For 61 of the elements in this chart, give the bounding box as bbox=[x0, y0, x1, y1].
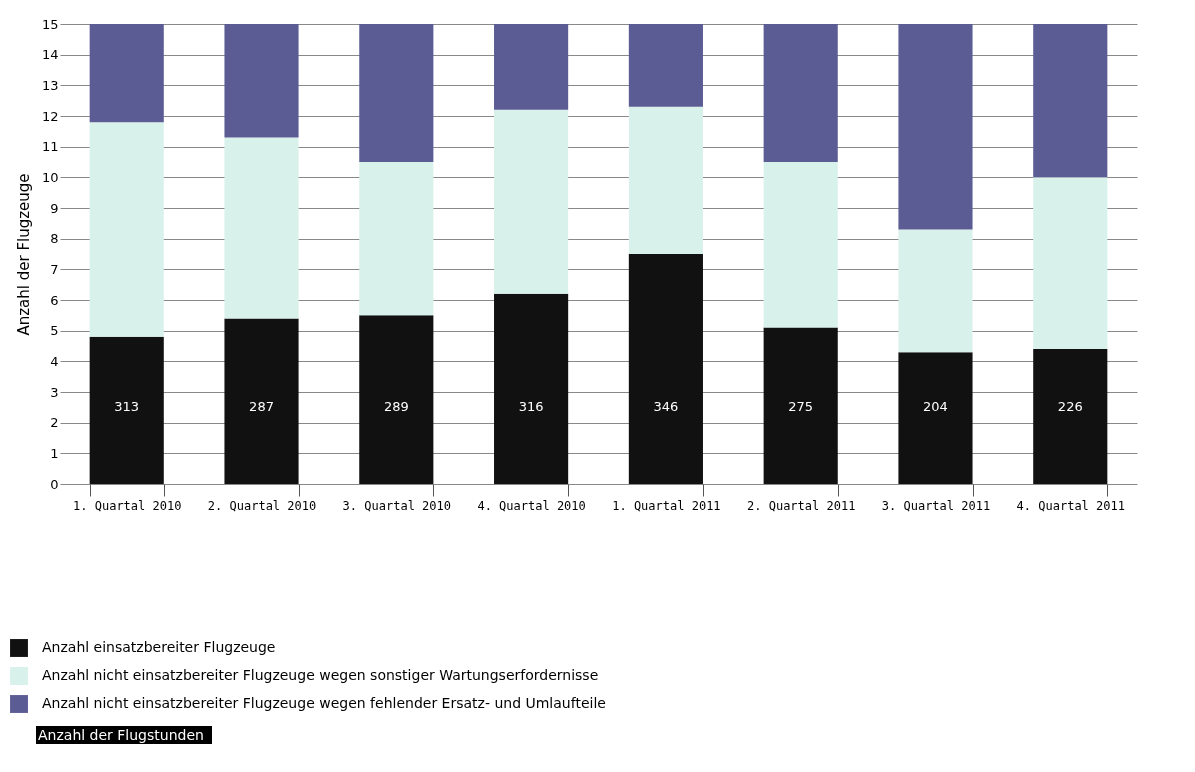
bar bbox=[89, 24, 164, 123]
y-tick-label: 8 bbox=[50, 231, 59, 247]
bar bbox=[1033, 24, 1108, 178]
y-tick-label: 4 bbox=[50, 353, 59, 369]
bar bbox=[359, 162, 434, 316]
bar bbox=[628, 24, 703, 107]
y-tick-label: 15 bbox=[41, 16, 59, 32]
annotation: 287 bbox=[249, 399, 274, 414]
annotation: 275 bbox=[788, 399, 814, 414]
y-tick-label: 12 bbox=[41, 108, 59, 124]
annotation: 226 bbox=[1057, 399, 1083, 414]
bar bbox=[898, 352, 973, 484]
bar bbox=[359, 315, 434, 484]
bar bbox=[763, 24, 838, 162]
y-tick-label: 7 bbox=[50, 261, 59, 277]
bar bbox=[763, 327, 838, 484]
bar bbox=[1033, 349, 1108, 484]
bar bbox=[89, 122, 164, 337]
bar bbox=[359, 24, 434, 162]
y-tick-label: 9 bbox=[50, 200, 59, 216]
bar bbox=[628, 254, 703, 484]
y-tick-label: 2 bbox=[50, 415, 59, 431]
x-tick-label: 3. Quartal 2011 bbox=[881, 498, 991, 513]
x-tick-label: 4. Quartal 2010 bbox=[477, 498, 586, 513]
bar bbox=[628, 106, 703, 254]
bar bbox=[494, 293, 569, 484]
y-tick-label: 11 bbox=[41, 139, 59, 155]
bar bbox=[224, 318, 299, 484]
bar bbox=[1033, 177, 1108, 350]
x-tick-label: 4. Quartal 2011 bbox=[1016, 498, 1125, 513]
annotation: 313 bbox=[114, 399, 140, 414]
legend-label: Anzahl einsatzbereiter Flugzeuge bbox=[42, 639, 276, 655]
y-tick-label: 10 bbox=[41, 169, 59, 185]
bar bbox=[898, 229, 973, 353]
annotation: 204 bbox=[923, 399, 948, 414]
x-tick-label: 1. Quartal 2010 bbox=[73, 498, 182, 513]
bar bbox=[763, 162, 838, 328]
bar bbox=[224, 24, 299, 138]
x-tick-label: 3. Quartal 2010 bbox=[342, 498, 451, 513]
text: Anzahl der Flugstunden bbox=[36, 726, 212, 744]
bar bbox=[494, 24, 569, 110]
y-tick-label: 0 bbox=[50, 476, 59, 492]
bar bbox=[89, 336, 164, 484]
y-tick-label: 14 bbox=[41, 47, 59, 63]
y-tick-label: 6 bbox=[50, 292, 59, 308]
x-tick-label: 1. Quartal 2011 bbox=[612, 498, 721, 513]
y-axis-title: Anzahl der Flugzeuge bbox=[14, 173, 33, 336]
y-tick-label: 13 bbox=[41, 77, 59, 93]
x-tick-label: 2. Quartal 2010 bbox=[207, 498, 317, 513]
bar bbox=[898, 24, 973, 230]
legend-label: Anzahl nicht einsatzbereiter Flugzeuge wegen fehlender Ersatz- und Umlaufteile bbox=[42, 695, 606, 711]
annotation: 289 bbox=[383, 399, 409, 414]
bar bbox=[224, 137, 299, 319]
annotation: 346 bbox=[653, 399, 679, 414]
y-tick-label: 3 bbox=[50, 384, 59, 400]
y-tick-label: 1 bbox=[50, 445, 59, 461]
legend-label: Anzahl nicht einsatzbereiter Flugzeuge wegen sonstiger Wartungserfordernisse bbox=[42, 667, 599, 683]
bar bbox=[494, 109, 569, 294]
annotation: 316 bbox=[518, 399, 544, 414]
y-tick-label: 5 bbox=[50, 323, 59, 339]
x-tick-label: 2. Quartal 2011 bbox=[747, 498, 856, 513]
